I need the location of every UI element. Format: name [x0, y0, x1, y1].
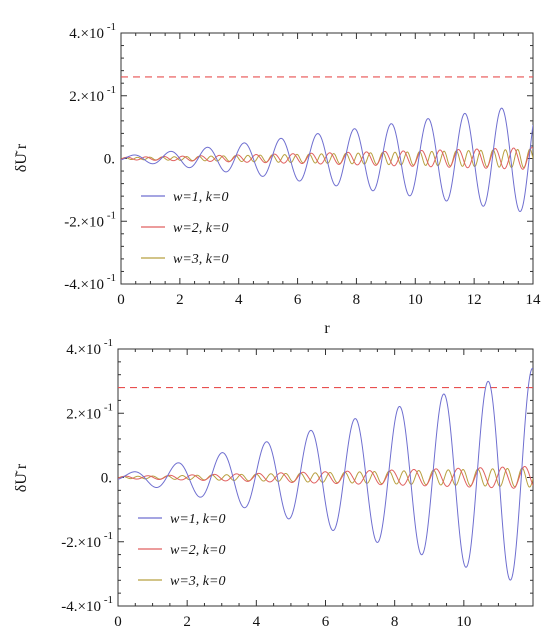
- y-tick-label: -2.×10: [64, 214, 104, 230]
- y-tick-label: 4.×10: [66, 342, 101, 358]
- x-axis-label: r: [324, 320, 330, 337]
- y-tick-label: 2.×10: [69, 89, 104, 105]
- x-tick-label: 6: [322, 614, 330, 630]
- x-tick-label: 0: [114, 614, 122, 630]
- series-line-2: [118, 465, 533, 489]
- y-tick-exponent: -1: [104, 337, 113, 349]
- x-tick-label: 2: [183, 614, 191, 630]
- series-group: [121, 107, 533, 213]
- y-axis-label: δU͂ r: [13, 463, 30, 492]
- x-tick-label: 4: [253, 614, 261, 630]
- x-tick-label: 6: [294, 292, 302, 308]
- x-tick-label: 0: [117, 292, 125, 308]
- series-line-1: [118, 367, 533, 581]
- y-tick-label: 4.×10: [69, 26, 104, 42]
- y-tick-exponent: -1: [107, 209, 116, 221]
- bottom-panel: 4.×10 -12.×10 -10.-2.×10 -1-4.×10 -10 2 4 6 8 10w…: [13, 337, 534, 630]
- x-tick-label: 10: [408, 292, 423, 308]
- x-tick-label: 4: [235, 292, 243, 308]
- x-tick-label: 10: [456, 614, 471, 630]
- series-line-2: [121, 147, 533, 170]
- y-tick-label: -4.×10: [61, 599, 101, 615]
- y-tick-exponent: -1: [104, 401, 113, 413]
- x-tick-label: 2: [176, 292, 184, 308]
- y-axis-label: δU͂ r: [13, 143, 30, 172]
- series-line-1: [121, 107, 533, 213]
- y-tick-label: 2.×10: [66, 406, 101, 422]
- top-panel: 4.×10 -12.×10 -10.-2.×10 -1-4.×10 -10 2 4 6 8 10 1…: [13, 21, 541, 337]
- y-tick-exponent: -1: [104, 594, 113, 606]
- y-tick-label: -2.×10: [61, 535, 101, 551]
- y-tick-exponent: -1: [107, 272, 116, 284]
- y-tick-label: 0.: [101, 471, 112, 487]
- x-tick-label: 8: [391, 614, 399, 630]
- legend-label: w=1, k=0: [170, 512, 225, 527]
- legend-label: w=3, k=0: [173, 252, 228, 267]
- x-tick-label: 8: [353, 292, 361, 308]
- y-tick-exponent: -1: [107, 21, 116, 33]
- y-tick-exponent: -1: [104, 530, 113, 542]
- x-tick-label: 12: [467, 292, 482, 308]
- y-tick-label: 0.: [104, 152, 115, 168]
- y-tick-label: -4.×10: [64, 277, 104, 293]
- y-tick-exponent: -1: [107, 84, 116, 96]
- legend-label: w=3, k=0: [170, 574, 225, 589]
- x-tick-label: 14: [526, 292, 542, 308]
- legend-label: w=2, k=0: [170, 543, 225, 558]
- series-line-3: [118, 467, 533, 488]
- legend-label: w=1, k=0: [173, 190, 228, 205]
- legend-label: w=2, k=0: [173, 221, 228, 236]
- series-group: [118, 367, 533, 581]
